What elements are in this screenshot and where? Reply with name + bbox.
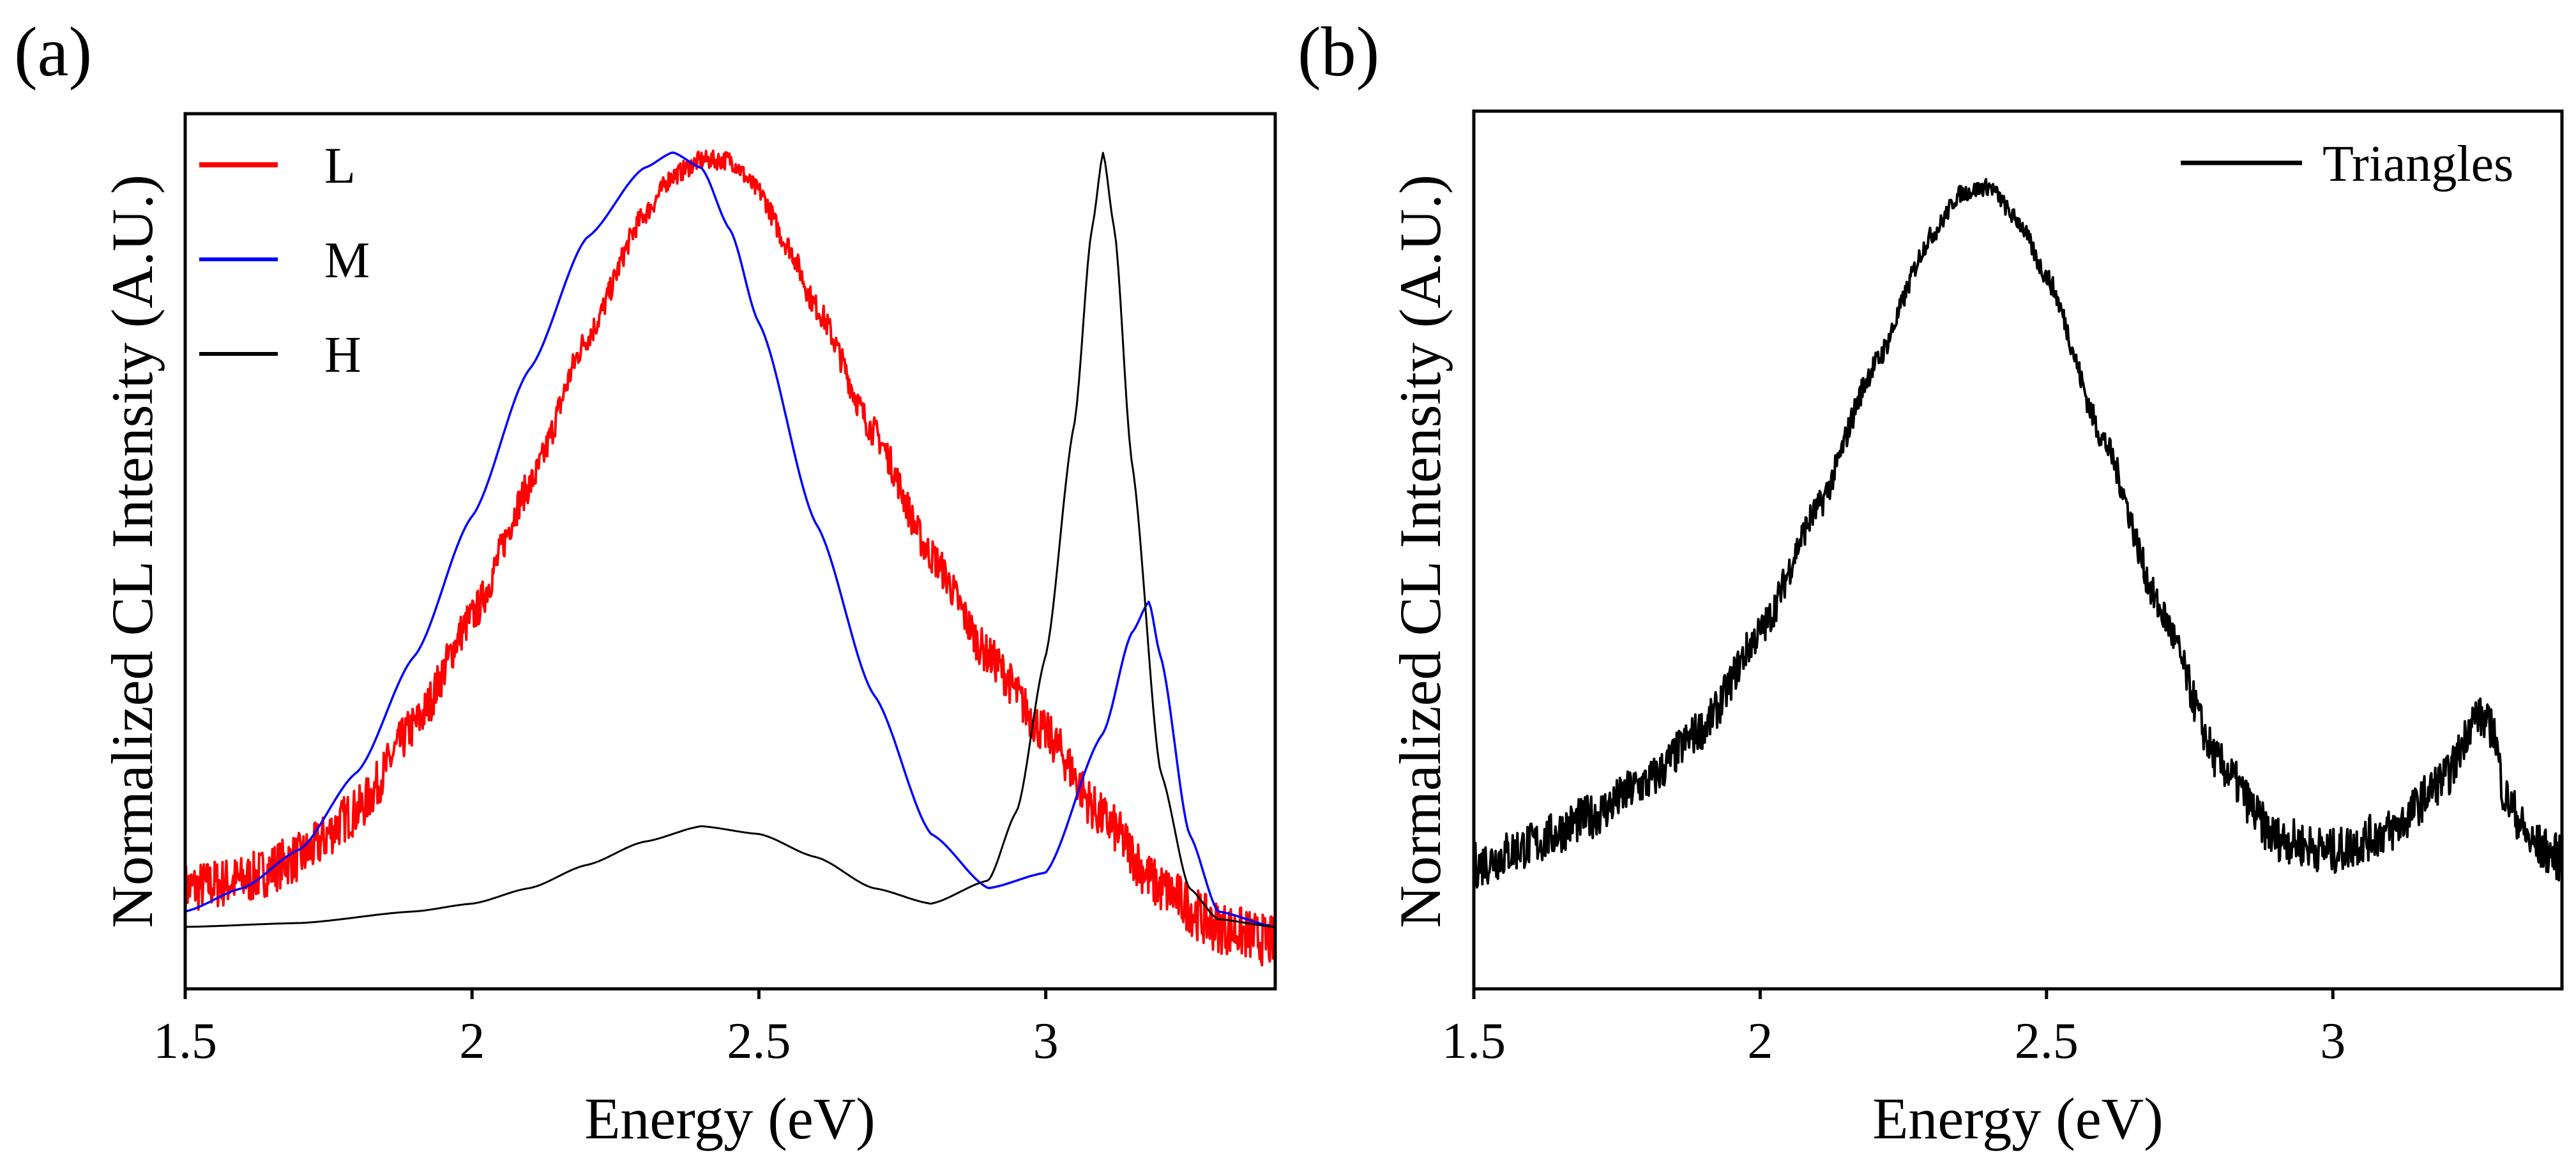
chart-panel-a: (a) 1.5 2 2.5 3 Energy (eV) Normalized CL I… bbox=[14, 13, 1277, 1151]
x-tick-label: 3 bbox=[1033, 1013, 1059, 1069]
chart-panel-b: (b) 1.5 2 2.5 3 Energy (eV) Normalized CL I… bbox=[1298, 13, 2564, 1151]
x-tick-label: 2 bbox=[1747, 1013, 1773, 1069]
series-line-h bbox=[184, 151, 1277, 928]
x-axis-title-b: Energy (eV) bbox=[1872, 1086, 2163, 1151]
legend-label-H: H bbox=[324, 327, 361, 383]
y-axis-title-a: Normalized CL Intensity (A.U.) bbox=[100, 174, 165, 928]
x-axis-ticks-a: 1.5 2 2.5 3 bbox=[153, 989, 1059, 1069]
y-axis-title-b: Normalized CL Intensity (A.U.) bbox=[1388, 174, 1453, 928]
legend-b: Triangles bbox=[2181, 136, 2513, 192]
x-tick-label: 2.5 bbox=[2015, 1013, 2079, 1069]
series-group-a bbox=[184, 149, 1277, 967]
plot-frame-b bbox=[1472, 109, 2564, 991]
legend-label-triangles: Triangles bbox=[2322, 136, 2513, 192]
series-line-triangles bbox=[1473, 178, 2563, 889]
panel-label-b: (b) bbox=[1298, 13, 1379, 91]
x-axis-title-a: Energy (eV) bbox=[584, 1086, 875, 1151]
series-line-l bbox=[184, 149, 1277, 967]
legend-a: L M H bbox=[199, 138, 370, 383]
series-line-m bbox=[184, 151, 1277, 928]
x-tick-label: 3 bbox=[2320, 1013, 2345, 1069]
legend-label-M: M bbox=[324, 233, 370, 289]
x-axis-ticks-b: 1.5 2 2.5 3 bbox=[1442, 989, 2345, 1069]
plot-frame-a bbox=[183, 112, 1277, 991]
legend-label-L: L bbox=[324, 138, 356, 194]
series-group-b bbox=[1473, 178, 2563, 889]
x-tick-label: 2.5 bbox=[727, 1013, 791, 1069]
x-tick-label: 2 bbox=[459, 1013, 485, 1069]
panel-label-a: (a) bbox=[14, 13, 92, 91]
x-tick-label: 1.5 bbox=[153, 1013, 217, 1069]
x-tick-label: 1.5 bbox=[1442, 1013, 1506, 1069]
